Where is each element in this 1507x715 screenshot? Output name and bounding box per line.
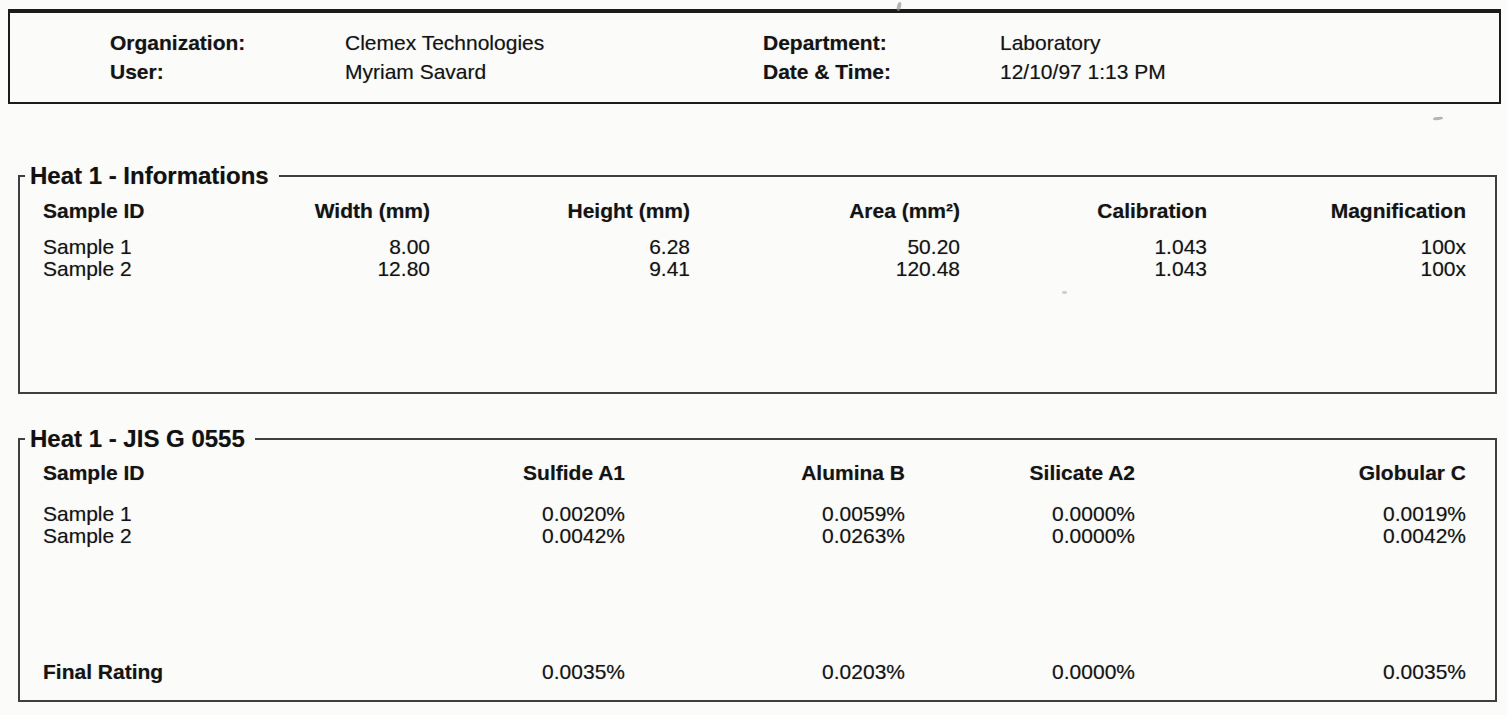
- row-label: Sample 2: [43, 525, 335, 547]
- informations-table: Sample ID Width (mm) Height (mm) Area (m…: [43, 200, 1466, 280]
- cell-value: 0.0042%: [335, 525, 625, 547]
- datetime-value: 12/10/97 1:13 PM: [1000, 57, 1166, 86]
- jis-table: Sample ID Sulfide A1 Alumina B Silicate …: [43, 462, 1466, 547]
- section-informations-title: Heat 1 - Informations: [25, 161, 279, 191]
- final-rating-value: 0.0035%: [335, 661, 625, 683]
- cell-value: 100x: [1207, 236, 1466, 258]
- column-header: Alumina B: [625, 462, 905, 503]
- table-row: Sample 1 0.0020% 0.0059% 0.0000% 0.0019%: [43, 503, 1466, 525]
- section-jis-title: Heat 1 - JIS G 0555: [25, 424, 255, 454]
- section-informations: Heat 1 - Informations Sample ID Width (m…: [18, 175, 1497, 394]
- cell-value: 12.80: [235, 258, 430, 280]
- department-label: Department:: [763, 28, 891, 57]
- table-row: Final Rating 0.0035% 0.0203% 0.0000% 0.0…: [43, 661, 1466, 683]
- column-header: Area (mm²): [690, 200, 960, 236]
- row-label: Sample 2: [43, 258, 235, 280]
- cell-value: 0.0019%: [1135, 503, 1466, 525]
- datetime-label: Date & Time:: [763, 57, 891, 86]
- scan-artifact: [1433, 116, 1443, 120]
- cell-value: 1.043: [960, 236, 1207, 258]
- column-header: Globular C: [1135, 462, 1466, 503]
- cell-value: 9.41: [430, 258, 690, 280]
- cell-value: 0.0020%: [335, 503, 625, 525]
- cell-value: 0.0000%: [905, 503, 1135, 525]
- department-value: Laboratory: [1000, 28, 1166, 57]
- column-header: Silicate A2: [905, 462, 1135, 503]
- organization-value: Clemex Technologies: [345, 28, 544, 57]
- scan-artifact: [1062, 291, 1067, 294]
- final-rating-value: 0.0203%: [625, 661, 905, 683]
- cell-value: 0.0059%: [625, 503, 905, 525]
- header-values-right: Laboratory 12/10/97 1:13 PM: [1000, 28, 1166, 86]
- cell-value: 8.00: [235, 236, 430, 258]
- row-label: Sample 1: [43, 236, 235, 258]
- header-labels-right: Department: Date & Time:: [763, 28, 891, 86]
- cell-value: 0.0042%: [1135, 525, 1466, 547]
- informations-header-row: Sample ID Width (mm) Height (mm) Area (m…: [43, 200, 1466, 236]
- section-jis-g-0555: Heat 1 - JIS G 0555 Sample ID Sulfide A1…: [18, 438, 1497, 702]
- column-header: Sulfide A1: [335, 462, 625, 503]
- cell-value: 0.0000%: [905, 525, 1135, 547]
- column-header: Sample ID: [43, 200, 235, 236]
- final-rating-value: 0.0035%: [1135, 661, 1466, 683]
- jis-header-row: Sample ID Sulfide A1 Alumina B Silicate …: [43, 462, 1466, 503]
- organization-label: Organization:: [110, 28, 245, 57]
- cell-value: 50.20: [690, 236, 960, 258]
- cell-value: 120.48: [690, 258, 960, 280]
- header-labels-left: Organization: User:: [110, 28, 245, 86]
- cell-value: 6.28: [430, 236, 690, 258]
- table-row: Sample 2 12.80 9.41 120.48 1.043 100x: [43, 258, 1466, 280]
- column-header: Sample ID: [43, 462, 335, 503]
- table-row: Sample 1 8.00 6.28 50.20 1.043 100x: [43, 236, 1466, 258]
- cell-value: 100x: [1207, 258, 1466, 280]
- user-label: User:: [110, 57, 245, 86]
- user-value: Myriam Savard: [345, 57, 544, 86]
- row-label: Sample 1: [43, 503, 335, 525]
- column-header: Magnification: [1207, 200, 1466, 236]
- scanned-report-page: Organization: User: Clemex Technologies …: [0, 0, 1507, 715]
- column-header: Calibration: [960, 200, 1207, 236]
- column-header: Width (mm): [235, 200, 430, 236]
- final-rating-value: 0.0000%: [905, 661, 1135, 683]
- column-header: Height (mm): [430, 200, 690, 236]
- report-header-box: Organization: User: Clemex Technologies …: [8, 9, 1501, 104]
- header-values-left: Clemex Technologies Myriam Savard: [345, 28, 544, 86]
- cell-value: 1.043: [960, 258, 1207, 280]
- final-rating-row: Final Rating 0.0035% 0.0203% 0.0000% 0.0…: [43, 661, 1466, 683]
- table-row: Sample 2 0.0042% 0.0263% 0.0000% 0.0042%: [43, 525, 1466, 547]
- final-rating-label: Final Rating: [43, 661, 335, 683]
- cell-value: 0.0263%: [625, 525, 905, 547]
